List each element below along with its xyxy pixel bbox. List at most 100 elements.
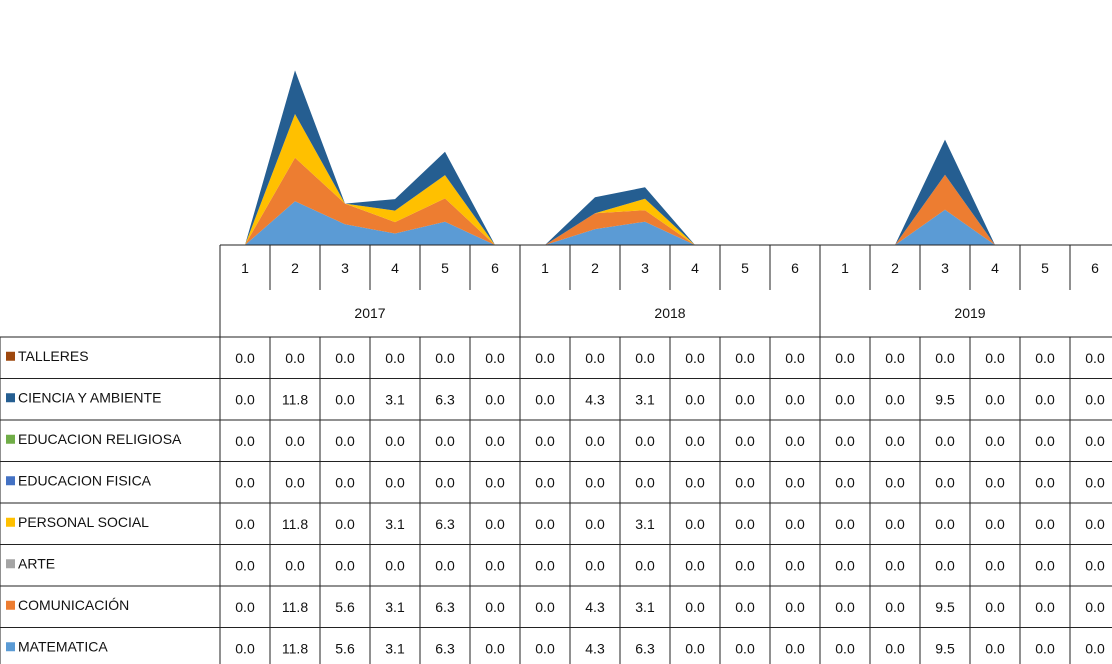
data-label: 0.0: [1035, 350, 1055, 366]
data-label: 0.0: [385, 474, 405, 490]
data-label: 0.0: [935, 350, 955, 366]
legend-label: ARTE: [18, 555, 55, 571]
data-label: 0.0: [635, 350, 655, 366]
data-label: 0.0: [885, 640, 905, 656]
data-label: 5.6: [335, 640, 355, 656]
period-label: 1: [241, 260, 249, 276]
data-label: 0.0: [1035, 474, 1055, 490]
data-label: 3.1: [385, 391, 405, 407]
data-label: 3.1: [385, 516, 405, 532]
data-label: 0.0: [1035, 640, 1055, 656]
data-label: 0.0: [735, 474, 755, 490]
data-label: 4.3: [585, 391, 605, 407]
data-label: 0.0: [735, 516, 755, 532]
legend-label: CIENCIA Y AMBIENTE: [18, 389, 161, 405]
data-label: 9.5: [935, 391, 955, 407]
data-label: 0.0: [335, 516, 355, 532]
data-label: 0.0: [635, 557, 655, 573]
data-label: 0.0: [685, 391, 705, 407]
data-label: 0.0: [685, 557, 705, 573]
data-label: 0.0: [1085, 433, 1105, 449]
period-label: 5: [441, 260, 449, 276]
legend-key: [6, 393, 15, 403]
data-label: 0.0: [1085, 640, 1105, 656]
data-table: 1 2 3 4 5 6 1 2 3 4 5 6 1 2 3 4 5 6 2017 2018 2019 TALLERES 0.…: [0, 244, 1112, 664]
year-label: 2017: [354, 305, 385, 321]
data-label: 0.0: [285, 350, 305, 366]
data-label: 0.0: [885, 557, 905, 573]
data-label: 0.0: [335, 350, 355, 366]
data-label: 0.0: [1085, 557, 1105, 573]
data-label: 0.0: [1085, 474, 1105, 490]
area-ciencia-y-ambiente-2018: [545, 187, 695, 245]
data-label: 0.0: [485, 350, 505, 366]
data-label: 0.0: [1035, 557, 1055, 573]
data-label: 0.0: [685, 640, 705, 656]
data-label: 0.0: [835, 350, 855, 366]
data-label: 9.5: [935, 640, 955, 656]
period-label: 6: [1091, 260, 1099, 276]
data-label: 0.0: [235, 474, 255, 490]
data-label: 0.0: [985, 557, 1005, 573]
data-label: 0.0: [985, 516, 1005, 532]
data-label: 5.6: [335, 599, 355, 615]
data-label: 0.0: [585, 350, 605, 366]
data-label: 0.0: [685, 516, 705, 532]
area-series-group: [245, 70, 995, 246]
data-label: 0.0: [435, 433, 455, 449]
data-label: 0.0: [885, 474, 905, 490]
data-label: 0.0: [285, 557, 305, 573]
data-label: 0.0: [885, 516, 905, 532]
period-label: 1: [541, 260, 549, 276]
period-label: 3: [641, 260, 649, 276]
data-label: 0.0: [935, 516, 955, 532]
data-label: 0.0: [535, 391, 555, 407]
period-label: 2: [291, 260, 299, 276]
data-label: 0.0: [735, 433, 755, 449]
data-label: 0.0: [935, 433, 955, 449]
data-label: 0.0: [985, 350, 1005, 366]
data-label: 0.0: [1035, 599, 1055, 615]
data-label: 0.0: [835, 557, 855, 573]
period-label: 6: [491, 260, 499, 276]
data-label: 0.0: [535, 599, 555, 615]
data-label: 3.1: [635, 599, 655, 615]
data-label: 0.0: [335, 474, 355, 490]
period-label: 4: [391, 260, 399, 276]
data-label: 0.0: [335, 433, 355, 449]
data-label: 6.3: [435, 391, 455, 407]
data-label: 0.0: [1035, 516, 1055, 532]
data-label: 0.0: [885, 599, 905, 615]
period-label: 5: [1041, 260, 1049, 276]
legend-label: TALLERES: [18, 348, 89, 364]
data-label: 0.0: [385, 557, 405, 573]
period-label: 5: [741, 260, 749, 276]
data-label: 0.0: [335, 391, 355, 407]
legend-key: [6, 476, 15, 486]
legend-key: [6, 434, 15, 444]
data-label: 0.0: [585, 516, 605, 532]
data-label: 0.0: [885, 391, 905, 407]
data-label: 0.0: [635, 433, 655, 449]
data-label: 0.0: [1085, 350, 1105, 366]
year-label: 2018: [654, 305, 685, 321]
data-label: 0.0: [735, 557, 755, 573]
data-label: 0.0: [835, 433, 855, 449]
data-label: 0.0: [485, 391, 505, 407]
legend-label: MATEMATICA: [18, 638, 108, 654]
data-label: 0.0: [735, 599, 755, 615]
data-label: 11.8: [282, 391, 308, 407]
data-label: 0.0: [385, 350, 405, 366]
data-label: 0.0: [985, 599, 1005, 615]
data-label: 0.0: [385, 433, 405, 449]
area-ciencia-y-ambiente-2019: [845, 139, 995, 245]
data-label: 0.0: [1035, 433, 1055, 449]
data-label: 0.0: [1035, 391, 1055, 407]
data-label: 0.0: [785, 433, 805, 449]
data-label: 0.0: [835, 640, 855, 656]
data-label: 0.0: [585, 474, 605, 490]
data-label: 0.0: [935, 557, 955, 573]
data-label: 0.0: [635, 474, 655, 490]
data-label: 4.3: [585, 599, 605, 615]
